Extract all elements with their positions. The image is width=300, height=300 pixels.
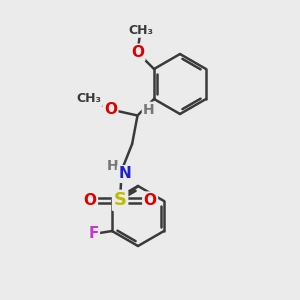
Text: H: H [107, 159, 118, 173]
Text: F: F [88, 226, 99, 242]
Text: H: H [143, 103, 155, 117]
Text: S: S [114, 191, 127, 209]
Text: O: O [104, 102, 117, 117]
Text: N: N [118, 167, 131, 182]
Text: CH₃: CH₃ [128, 23, 153, 37]
Text: O: O [84, 193, 97, 208]
Text: CH₃: CH₃ [76, 92, 101, 106]
Text: O: O [131, 45, 144, 60]
Text: O: O [144, 193, 157, 208]
